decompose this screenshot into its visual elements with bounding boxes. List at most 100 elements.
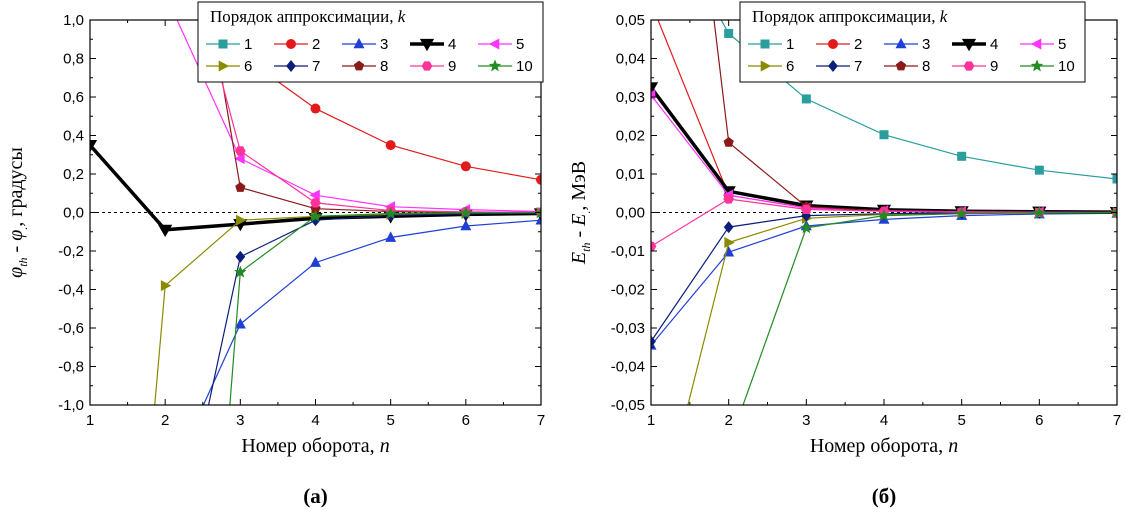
legend-marker-k5 — [488, 38, 500, 50]
panel-label: (б) — [872, 484, 897, 508]
legend-label-k3: 3 — [922, 36, 930, 53]
series-line-k3 — [202, 219, 541, 405]
legend-marker-k9 — [963, 61, 975, 71]
data-point-k8 — [723, 137, 734, 147]
legend-marker-k10 — [1030, 59, 1044, 72]
plot-area — [90, 20, 541, 405]
y-tick-label: -0,05 — [611, 397, 645, 414]
legend-marker-k7 — [828, 60, 838, 72]
legend-label-k1: 1 — [244, 36, 252, 53]
data-point-k9 — [234, 146, 246, 156]
legend-label-k2: 2 — [854, 36, 862, 53]
series-line-k3 — [651, 212, 1117, 346]
chart-panel-a: 1 2 3 4 5 6 7 -1,0 -0,8 -0,6 -0,4 -0,2 0,0 0,2 0,4 0,6 0… — [5, 1, 545, 508]
data-point-k2 — [536, 174, 541, 185]
y-tick-label: 0,8 — [63, 51, 84, 68]
legend-marker-k2 — [286, 39, 296, 49]
legend-label-k7: 7 — [854, 58, 862, 75]
y-tick-label: 0,05 — [616, 12, 645, 29]
x-tick-label: 3 — [236, 412, 244, 429]
x-tick-label: 1 — [647, 412, 655, 429]
data-point-k1 — [957, 151, 967, 161]
data-point-k2 — [385, 140, 396, 151]
data-point-k1 — [1034, 165, 1044, 175]
y-tick-label: -1,0 — [58, 397, 84, 414]
series-line-k10 — [742, 211, 1117, 405]
y-tick-label: 0,4 — [63, 128, 84, 145]
legend-marker-k9 — [421, 61, 433, 71]
data-point-k3 — [460, 219, 472, 231]
data-point-k5 — [309, 189, 320, 201]
y-tick-label: 0,03 — [616, 89, 645, 106]
legend-label-k7: 7 — [312, 58, 320, 75]
x-tick-label: 6 — [1035, 412, 1043, 429]
data-point-k7 — [723, 221, 734, 234]
legend-label-k1: 1 — [786, 36, 794, 53]
legend: Порядок аппроксимации, k 1 2 3 4 5 6 7 8 9 10 — [739, 1, 1086, 83]
x-tick-label: 2 — [161, 412, 169, 429]
data-point-k6 — [724, 237, 735, 249]
legend-marker-k8 — [353, 60, 365, 71]
legend-label-k8: 8 — [922, 58, 930, 75]
data-point-k10 — [955, 207, 968, 219]
y-tick-label: 0,04 — [616, 51, 645, 68]
y-axis-label: φth - φ., градусы — [5, 147, 30, 278]
series-line-k7 — [207, 212, 541, 405]
data-point-k8 — [235, 182, 246, 192]
x-tick-label: 5 — [957, 412, 965, 429]
data-point-k5 — [234, 153, 245, 165]
series-line-k6 — [154, 211, 541, 405]
y-tick-label: -0,4 — [58, 282, 84, 299]
y-tick-label: -0,02 — [611, 282, 645, 299]
data-point-k10 — [1033, 206, 1046, 219]
legend-marker-k4 — [419, 38, 435, 52]
legend: Порядок аппроксимации, k 1 2 3 4 5 6 7 8 9 10 — [197, 1, 544, 83]
data-point-k7 — [651, 335, 656, 348]
data-point-k1 — [724, 28, 734, 38]
legend-marker-k6 — [218, 60, 230, 72]
data-point-k9 — [723, 194, 735, 204]
legend-marker-k3 — [353, 37, 365, 49]
y-tick-label: 0,00 — [616, 205, 645, 222]
data-point-k3 — [310, 256, 321, 267]
series-line-k7 — [651, 211, 1117, 342]
legend-label-k8: 8 — [380, 58, 388, 75]
legend-title: Порядок аппроксимации, k — [210, 7, 406, 26]
y-tick-label: 0,02 — [616, 128, 645, 145]
legend-title: Порядок аппроксимации, k — [752, 7, 948, 26]
y-tick-label: 0,0 — [63, 205, 84, 222]
legend-label-k3: 3 — [380, 36, 388, 53]
series-line-k9 — [204, 20, 541, 213]
y-tick-label: 1,0 — [63, 12, 84, 29]
y-tick-label: 0,2 — [63, 166, 84, 183]
data-point-k6 — [236, 214, 247, 226]
data-point-k9 — [800, 204, 812, 215]
series-line-k5 — [651, 94, 1117, 214]
plot-area — [651, 20, 1117, 405]
legend-label-k10: 10 — [516, 58, 533, 75]
data-point-k1 — [1112, 174, 1117, 184]
legend-marker-k4 — [961, 38, 977, 52]
x-tick-label: 5 — [386, 412, 394, 429]
data-point-k3 — [234, 318, 246, 329]
data-point-k10 — [800, 221, 813, 234]
legend-marker-k7 — [286, 60, 296, 72]
legend-label-k4: 4 — [448, 36, 456, 53]
x-tick-label: 1 — [86, 412, 94, 429]
y-tick-label: 0,01 — [616, 166, 645, 183]
x-axis-label: Номер оборота, n — [241, 435, 389, 457]
x-tick-label: 7 — [1113, 412, 1121, 429]
legend-box — [739, 1, 1086, 83]
series-line-k10 — [229, 212, 541, 405]
legend-label-k5: 5 — [516, 36, 524, 53]
x-tick-label: 4 — [880, 412, 888, 429]
legend-box — [197, 1, 544, 83]
data-point-k2 — [460, 161, 471, 172]
legend-marker-k6 — [760, 60, 772, 72]
legend-label-k9: 9 — [448, 58, 456, 75]
data-point-k10 — [877, 209, 891, 221]
legend-label-k4: 4 — [990, 36, 998, 53]
x-tick-label: 7 — [537, 412, 545, 429]
data-point-k7 — [235, 250, 246, 263]
